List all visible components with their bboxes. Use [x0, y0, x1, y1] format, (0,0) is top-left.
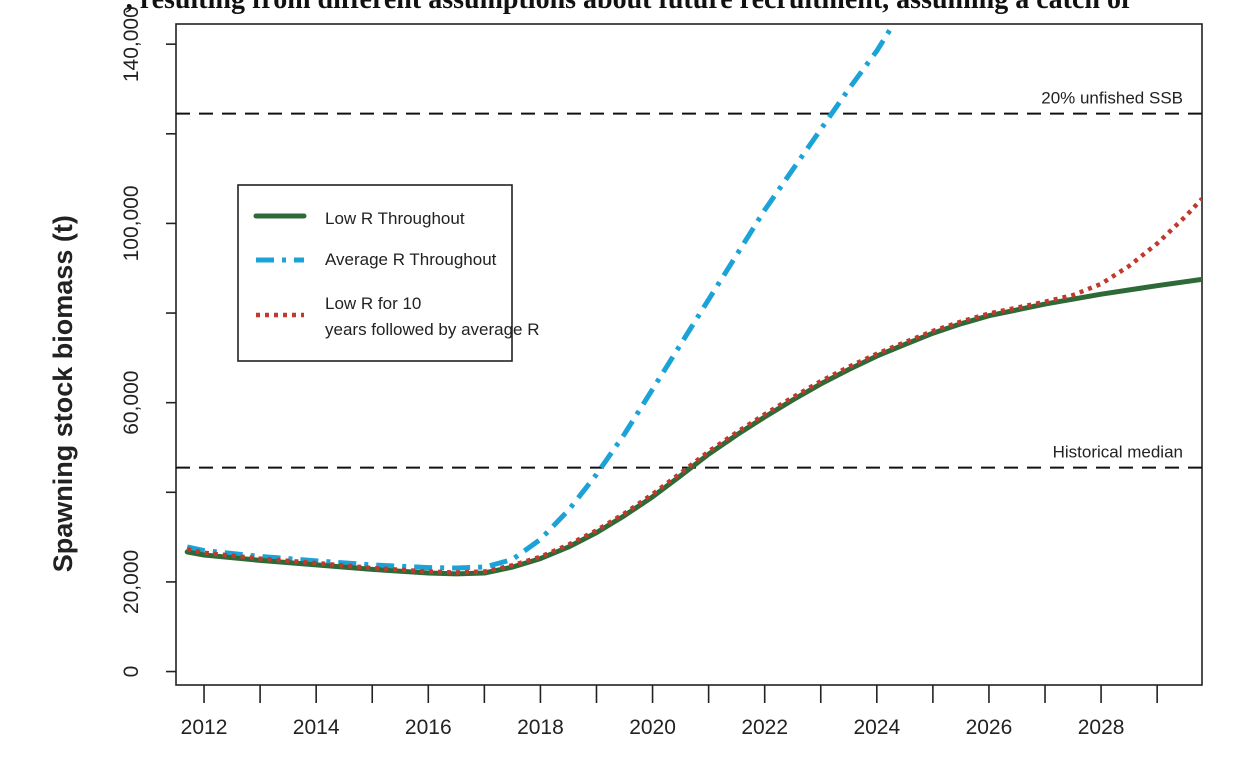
- plot-area: 0 20,000 60,000 100,000 140,000 2012 2014 2016 2…: [48, 6, 1203, 739]
- x-tick-label: 2026: [966, 716, 1013, 739]
- y-axis-label: Spawning stock biomass (t): [48, 215, 78, 572]
- y-tick-label: 0: [120, 666, 143, 678]
- x-tick-label: 2020: [629, 716, 676, 739]
- y-tick-label: 20,000: [120, 550, 143, 614]
- y-tick-label: 60,000: [120, 371, 143, 435]
- series-line: [186, 197, 1202, 575]
- reference-line-label: Historical median: [1053, 443, 1183, 462]
- plot-frame: [175, 23, 1203, 686]
- x-tick-label: 2028: [1078, 716, 1125, 739]
- series-line: [186, 24, 896, 571]
- legend-label: Low R Throughout: [325, 209, 465, 228]
- y-tick-label: 140,000: [120, 6, 143, 82]
- x-tick-label: 2016: [405, 716, 452, 739]
- x-tick-label: 2024: [853, 716, 900, 739]
- series-line: [184, 276, 1202, 577]
- legend-label: Average R Throughout: [325, 250, 497, 269]
- reference-line-label: 20% unfished SSB: [1041, 89, 1183, 108]
- x-tick-label: 2018: [517, 716, 564, 739]
- x-tick-label: 2012: [181, 716, 228, 739]
- top-caption: , resulting from different assumptions a…: [126, 0, 1131, 15]
- x-tick-label: 2014: [293, 716, 340, 739]
- y-tick-label: 100,000: [120, 185, 143, 261]
- x-tick-label: 2022: [741, 716, 788, 739]
- legend-label: Low R for 10 years followed by average R: [325, 294, 540, 339]
